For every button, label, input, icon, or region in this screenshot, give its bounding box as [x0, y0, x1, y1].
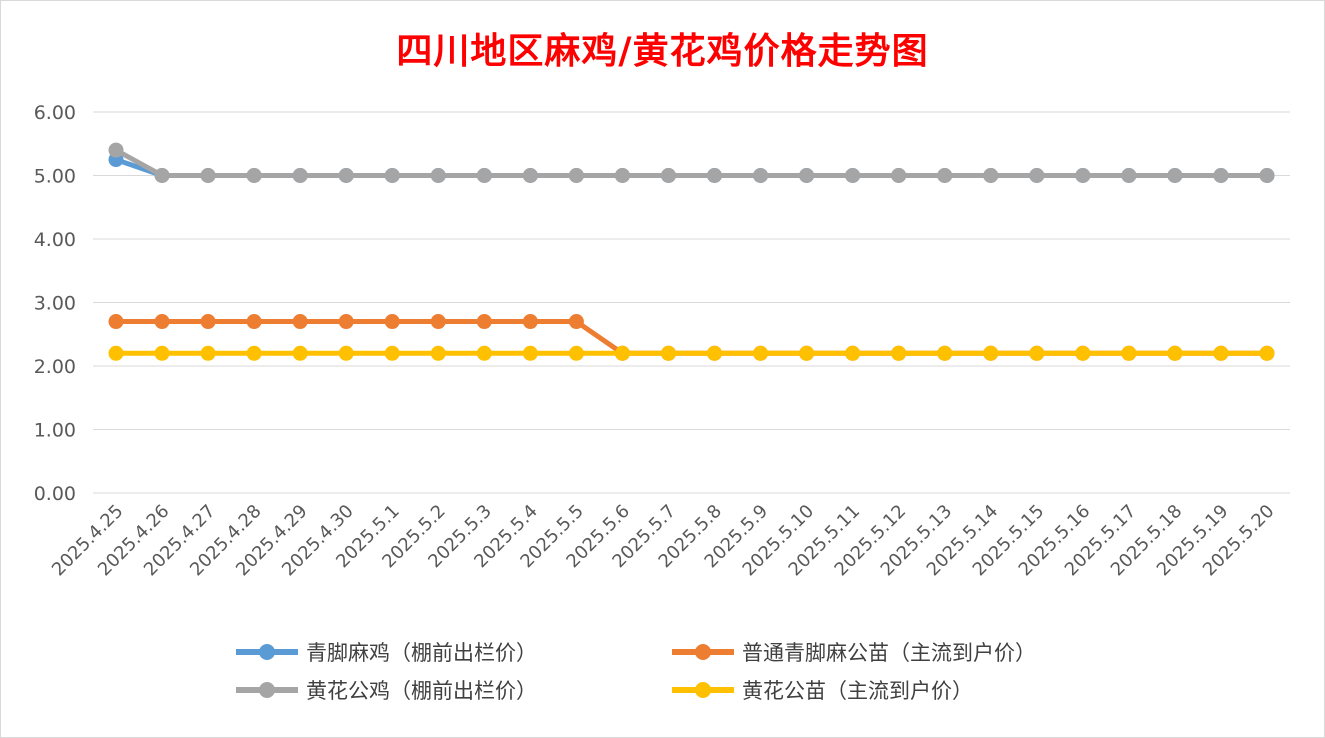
data-point [339, 168, 354, 183]
data-point [109, 314, 124, 329]
data-point [1260, 168, 1275, 183]
data-point [201, 346, 216, 361]
data-point [937, 168, 952, 183]
data-point [431, 168, 446, 183]
data-point [615, 346, 630, 361]
data-point [155, 346, 170, 361]
series-line [116, 322, 1267, 354]
data-point [937, 346, 952, 361]
data-point [845, 168, 860, 183]
y-tick-label: 5.00 [34, 166, 76, 188]
data-point [983, 346, 998, 361]
series-3 [109, 346, 1275, 361]
data-point [155, 168, 170, 183]
data-point [523, 168, 538, 183]
data-point [1121, 346, 1136, 361]
data-point [707, 168, 722, 183]
data-point [339, 314, 354, 329]
data-point [109, 143, 124, 158]
data-point [523, 346, 538, 361]
data-point [523, 314, 538, 329]
data-point [615, 168, 630, 183]
y-tick-label: 2.00 [34, 356, 76, 378]
data-point [477, 314, 492, 329]
data-point [385, 314, 400, 329]
legend-label: 普通青脚麻公苗（主流到户价） [742, 637, 1036, 667]
legend-swatch [236, 672, 298, 708]
data-point [753, 168, 768, 183]
data-point [155, 314, 170, 329]
data-point [201, 168, 216, 183]
data-point [431, 346, 446, 361]
legend-swatch [236, 634, 298, 670]
data-point [1167, 346, 1182, 361]
y-tick-label: 3.00 [34, 293, 76, 315]
y-axis-ticks: 0.00 1.00 2.00 3.00 4.00 5.00 6.00 [34, 102, 76, 505]
data-point [477, 346, 492, 361]
data-point [1029, 346, 1044, 361]
data-point [247, 168, 262, 183]
data-point [891, 168, 906, 183]
legend-item: 青脚麻鸡（棚前出栏价） [236, 634, 537, 670]
data-point [661, 168, 676, 183]
data-point [799, 168, 814, 183]
data-point [293, 346, 308, 361]
y-tick-label: 6.00 [34, 102, 76, 124]
data-point [201, 314, 216, 329]
series-line [116, 150, 1267, 175]
data-point [1260, 346, 1275, 361]
series-0 [109, 152, 1275, 183]
legend-swatch [672, 672, 734, 708]
data-point [707, 346, 722, 361]
gridlines [93, 112, 1290, 493]
data-point [1213, 346, 1228, 361]
data-point [385, 346, 400, 361]
data-point [109, 346, 124, 361]
data-point [661, 346, 676, 361]
data-point [569, 168, 584, 183]
legend-item: 黄花公苗（主流到户价） [672, 672, 973, 708]
data-point [1213, 168, 1228, 183]
data-point [845, 346, 860, 361]
data-point [1075, 168, 1090, 183]
data-point [1029, 168, 1044, 183]
data-point [247, 314, 262, 329]
data-point [477, 168, 492, 183]
data-point [799, 346, 814, 361]
series-lines [109, 143, 1275, 361]
data-point [983, 168, 998, 183]
data-point [431, 314, 446, 329]
data-point [569, 314, 584, 329]
data-point [385, 168, 400, 183]
data-point [293, 314, 308, 329]
x-axis-ticks: 2025.4.252025.4.262025.4.272025.4.282025… [48, 501, 1279, 581]
legend-item: 黄花公鸡（棚前出栏价） [236, 672, 537, 708]
legend-label: 黄花公鸡（棚前出栏价） [306, 675, 537, 705]
y-tick-label: 0.00 [34, 483, 76, 505]
series-2 [109, 143, 1275, 183]
data-point [247, 346, 262, 361]
data-point [339, 346, 354, 361]
legend: 青脚麻鸡（棚前出栏价） 普通青脚麻公苗（主流到户价） 黄花公鸡（棚前出栏价） 黄花公苗… [236, 634, 1236, 714]
data-point [1075, 346, 1090, 361]
data-point [753, 346, 768, 361]
data-point [891, 346, 906, 361]
data-point [569, 346, 584, 361]
legend-swatch [672, 634, 734, 670]
data-point [1167, 168, 1182, 183]
y-tick-label: 1.00 [34, 420, 76, 442]
data-point [1121, 168, 1136, 183]
y-tick-label: 4.00 [34, 229, 76, 251]
data-point [293, 168, 308, 183]
legend-label: 黄花公苗（主流到户价） [742, 675, 973, 705]
legend-label: 青脚麻鸡（棚前出栏价） [306, 637, 537, 667]
legend-item: 普通青脚麻公苗（主流到户价） [672, 634, 1036, 670]
